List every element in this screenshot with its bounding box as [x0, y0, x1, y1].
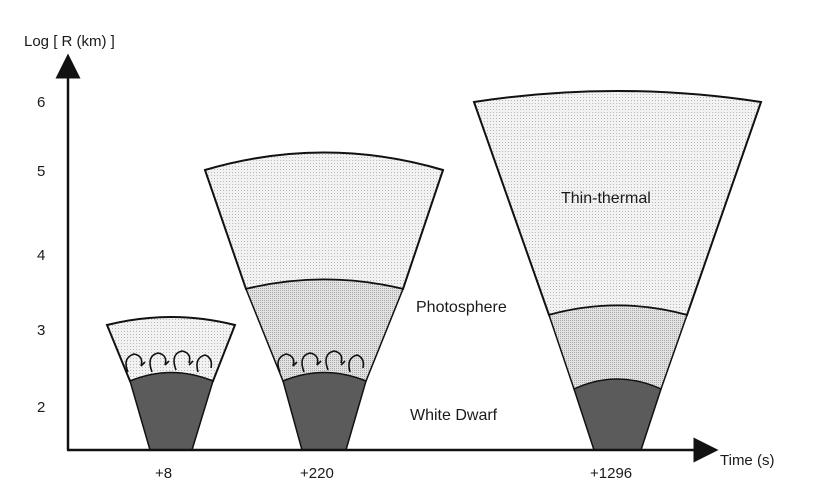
cone-t220 [203, 151, 445, 451]
axes [55, 53, 719, 463]
y-tick-label: 4 [37, 247, 45, 264]
cone-t220-white-dwarf [282, 371, 367, 451]
cone-t8 [105, 316, 237, 451]
cone-t1296-photosphere-layer [548, 304, 688, 390]
y-axis-title: Log [ R (km) ] [24, 33, 115, 50]
y-tick-label: 3 [37, 322, 45, 339]
y-tick-label: 6 [37, 94, 45, 111]
x-axis-title: Time (s) [720, 452, 774, 469]
y-tick-label: 2 [37, 399, 45, 416]
cone-t8-white-dwarf [129, 371, 214, 451]
photosphere-label: Photosphere [416, 299, 507, 316]
convection-swirls-t8 [125, 350, 213, 373]
cone-t220-thin-thermal-layer [203, 151, 445, 291]
x-tick-label: +8 [155, 465, 172, 482]
white-dwarf-label: White Dwarf [410, 407, 498, 424]
cone-t8-outer-layer [105, 316, 237, 383]
x-tick-label: +220 [300, 465, 334, 482]
thin-thermal-label: Thin-thermal [561, 190, 651, 207]
x-tick-label: +1296 [590, 465, 632, 482]
cone-t1296-white-dwarf [573, 378, 662, 451]
cone-t220-photosphere-layer [244, 278, 405, 382]
convection-swirls-t220 [277, 350, 365, 373]
y-tick-label: 5 [37, 163, 45, 180]
cone-t1296 [472, 90, 763, 451]
